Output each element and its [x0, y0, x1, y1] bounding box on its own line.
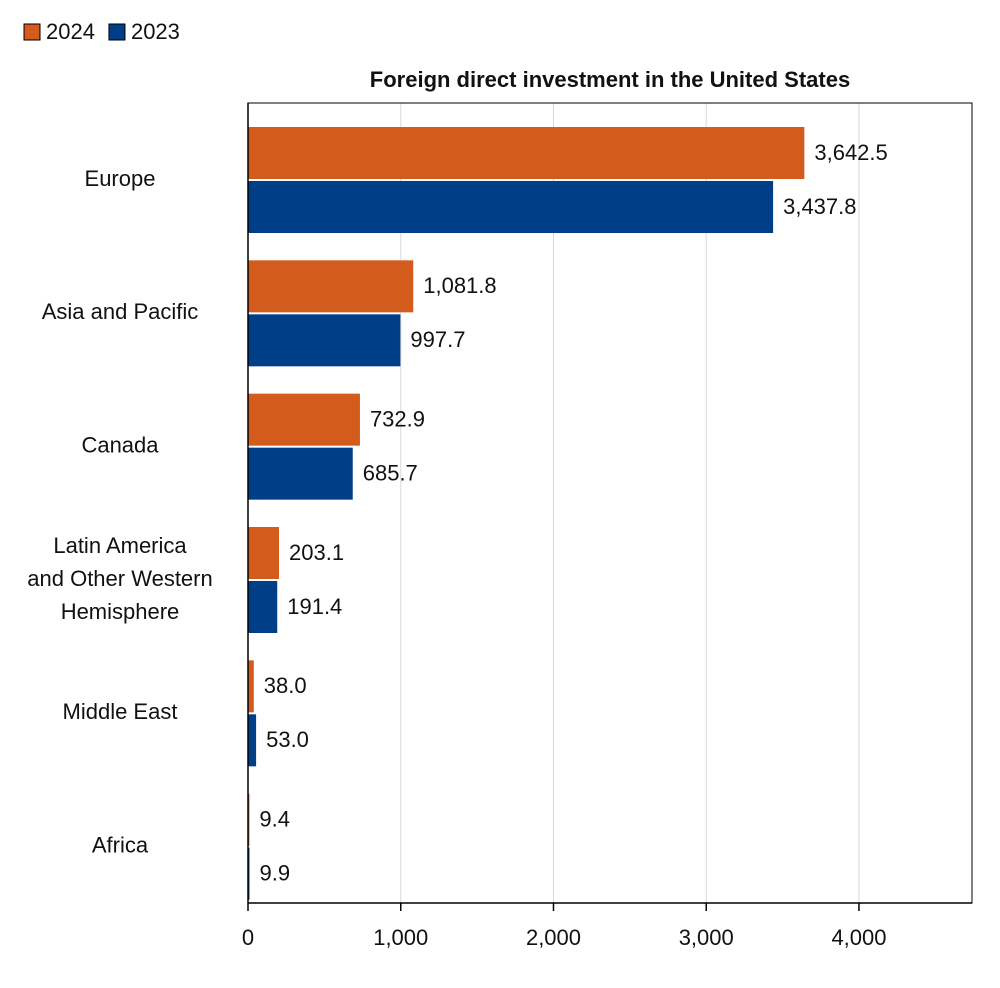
- legend-swatch: [108, 23, 126, 41]
- value-label: 191.4: [287, 594, 342, 619]
- y-tick-label: Middle East: [63, 699, 178, 724]
- y-tick-label: Canada: [81, 432, 159, 457]
- value-label: 203.1: [289, 540, 344, 565]
- bar: [248, 127, 805, 179]
- label-line: Hemisphere: [61, 599, 180, 624]
- legend-label: 2023: [131, 19, 180, 44]
- bar: [248, 447, 353, 500]
- y-tick-label: Africa: [92, 832, 149, 857]
- x-tick-label: 3,000: [679, 925, 734, 950]
- bar: [248, 393, 360, 446]
- x-tick-label: 1,000: [373, 925, 428, 950]
- value-label: 685.7: [363, 460, 418, 485]
- value-label: 38.0: [264, 673, 307, 698]
- label-line: Latin America: [53, 533, 187, 558]
- x-tick-label: 0: [242, 925, 254, 950]
- bar: [248, 581, 278, 633]
- bar: [248, 660, 254, 713]
- y-tick-label: Asia and Pacific: [42, 299, 199, 324]
- value-label: 53.0: [266, 727, 309, 752]
- y-tick-label: Latin America and Other Western Hemisphere: [27, 533, 212, 624]
- value-label: 1,081.8: [423, 273, 496, 298]
- bar: [248, 314, 401, 367]
- value-label: 732.9: [370, 406, 425, 431]
- legend-swatch: [23, 23, 41, 41]
- bar: [248, 714, 257, 767]
- bar: [248, 260, 414, 313]
- value-label: 9.4: [259, 806, 290, 831]
- value-label: 3,437.8: [783, 194, 856, 219]
- legend-label: 2024: [46, 19, 95, 44]
- x-tick-label: 2,000: [526, 925, 581, 950]
- y-tick-label: Europe: [85, 166, 156, 191]
- chart-title: Foreign direct investment in the United …: [370, 67, 850, 92]
- value-label: 3,642.5: [814, 140, 887, 165]
- bar: [248, 181, 774, 233]
- value-label: 9.9: [260, 860, 291, 885]
- bar: [248, 847, 250, 900]
- bar: [248, 527, 280, 579]
- label-line: and Other Western: [27, 566, 212, 591]
- x-tick-label: 4,000: [831, 925, 886, 950]
- value-label: 997.7: [410, 327, 465, 352]
